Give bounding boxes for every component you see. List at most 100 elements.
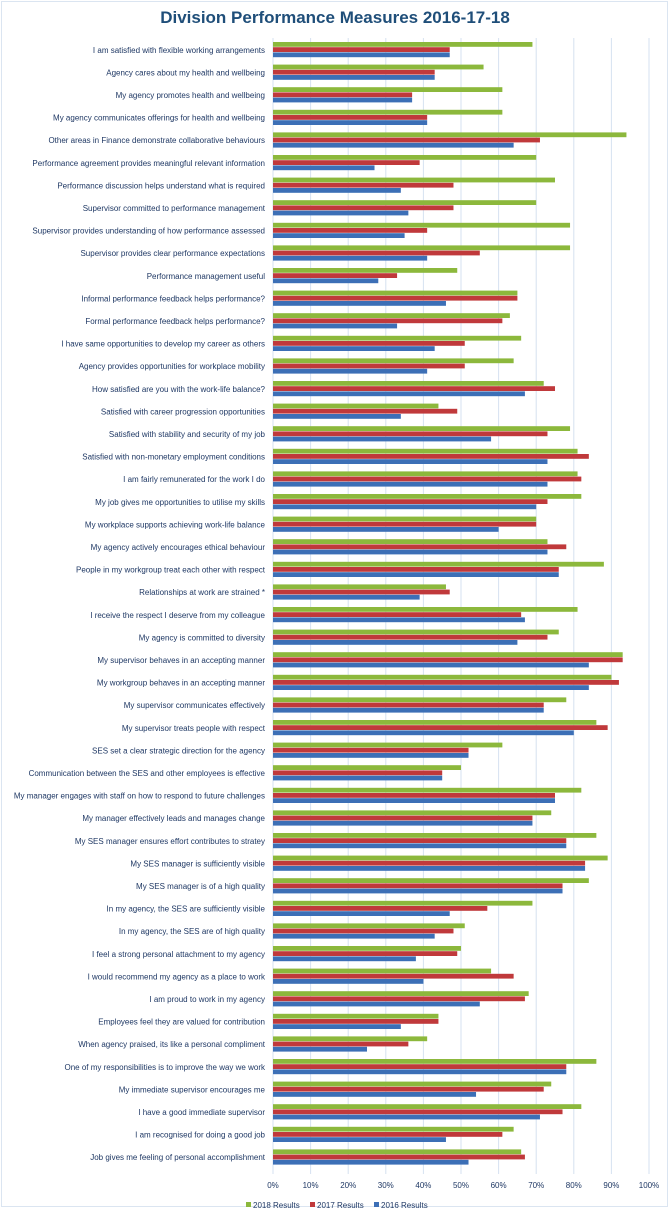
category-label: Performance discussion helps understand … (57, 181, 265, 190)
category-label: My agency communicates offerings for hea… (53, 114, 265, 123)
bar-2018-results (273, 516, 537, 522)
category-label: My workgroup behaves in an accepting man… (97, 679, 265, 688)
bar-2016-results (273, 504, 537, 510)
bar-2016-results (273, 843, 567, 849)
bar-2018-results (273, 403, 439, 409)
bar-2017-results (273, 747, 469, 753)
bar-2017-results (273, 973, 514, 979)
bar-2016-results (273, 188, 401, 193)
bar-2018-results (273, 313, 510, 318)
bar-2018-results (273, 946, 461, 951)
bar-2016-results (273, 888, 563, 894)
bar-2016-results (273, 436, 492, 442)
bar-2016-results (273, 594, 420, 600)
bar-2017-results (273, 363, 465, 369)
bar-2016-results (273, 210, 409, 216)
bar-2017-results (273, 341, 465, 346)
bar-2018-results (273, 787, 582, 793)
category-label: My supervisor treats people with respect (122, 724, 266, 733)
bar-2018-results (273, 155, 537, 160)
bar-2017-results (273, 702, 544, 708)
category-label: I receive the respect I deserve from my … (90, 611, 265, 620)
bar-2018-results (273, 720, 597, 725)
category-label: Communication between the SES and other … (29, 769, 266, 778)
bar-2018-results (273, 448, 578, 454)
category-label: Supervisor committed to performance mana… (83, 204, 266, 213)
bar-2016-results (273, 346, 435, 351)
legend-label: 2016 Results (381, 1201, 428, 1210)
bar-2016-results (273, 1001, 480, 1007)
bar-2016-results (273, 75, 435, 80)
bar-2016-results (273, 662, 589, 668)
category-label: Other areas in Finance demonstrate colla… (48, 136, 265, 145)
bar-2017-results (273, 137, 540, 143)
bar-2017-results (273, 205, 454, 211)
category-label: My SES manager is sufficiently visible (130, 859, 265, 868)
bar-2018-results (273, 878, 589, 883)
category-label: Satisfied with stability and security of… (109, 430, 266, 439)
bar-2016-results (273, 1114, 540, 1120)
bar-2016-results (273, 730, 574, 736)
category-label: How satisfied are you with the work-life… (92, 385, 266, 394)
bar-2016-results (273, 1069, 567, 1075)
category-label: Formal performance feedback helps perfor… (85, 317, 265, 326)
bar-2018-results (273, 1059, 597, 1064)
bar-2016-results (273, 1046, 367, 1052)
legend: 2018 Results 2017 Results 2016 Results (246, 1201, 428, 1210)
bar-2018-results (273, 674, 612, 680)
x-axis-ticks: 0% 10% 20% 30% 40% 50% 60% 70% 80% 90% 100% (267, 1181, 659, 1190)
category-label: I am recognised for doing a good job (135, 1131, 265, 1140)
bar-2016-results (273, 323, 398, 329)
bar-2018-results (273, 87, 503, 92)
category-label: My supervisor communicates effectively (124, 701, 265, 710)
category-label: My SES manager is of a high quality (136, 882, 265, 891)
bar-2017-results (273, 1132, 503, 1137)
bar-2018-results (273, 561, 604, 567)
bar-2017-results (273, 996, 525, 1002)
category-label: I am fairly remunerated for the work I d… (123, 475, 265, 484)
legend-label: 2018 Results (253, 1201, 300, 1210)
bar-2018-results (273, 742, 503, 748)
bar-2017-results (273, 1154, 525, 1160)
bar-2018-results (273, 855, 608, 861)
bar-2017-results (273, 680, 619, 685)
bar-2017-results (273, 295, 518, 301)
category-label: My agency promotes health and wellbeing (116, 91, 265, 100)
legend-label: 2017 Results (317, 1201, 364, 1210)
bar-2016-results (273, 866, 586, 871)
bar-2017-results (273, 92, 413, 98)
bar-2018-results (273, 471, 578, 477)
bar-2017-results (273, 544, 567, 550)
bar-2017-results (273, 47, 450, 52)
bar-2018-results (273, 177, 555, 183)
category-label: Satisfied with career progression opport… (101, 407, 265, 416)
bar-2018-results (273, 765, 461, 770)
bar-2017-results (273, 1064, 567, 1069)
x-tick-label: 80% (566, 1181, 582, 1190)
category-label: My agency actively encourages ethical be… (91, 543, 266, 552)
bar-2016-results (273, 527, 499, 532)
bar-2018-results (273, 132, 627, 138)
bar-2018-results (273, 833, 597, 838)
bar-2016-results (273, 820, 533, 826)
bar-2016-results (273, 142, 514, 148)
bar-2016-results (273, 255, 428, 261)
category-label: People in my workgroup treat each other … (76, 566, 266, 575)
bar-2018-results (273, 42, 533, 47)
bar-2016-results (273, 956, 416, 962)
category-label: Performance management useful (147, 272, 266, 281)
bar-2016-results (273, 481, 548, 487)
bar-2016-results (273, 798, 555, 803)
bar-2016-results (273, 1159, 469, 1165)
bar-2016-results (273, 572, 559, 577)
bar-2017-results (273, 657, 623, 663)
bar-2018-results (273, 1081, 552, 1087)
bar-2017-results (273, 431, 548, 437)
category-label: Satisfied with non-monetary employment c… (82, 453, 265, 462)
bar-2018-results (273, 494, 582, 499)
category-label: My supervisor behaves in an accepting ma… (97, 656, 265, 665)
bar-2016-results (273, 685, 589, 690)
bar-2017-results (273, 612, 522, 617)
bar-2017-results (273, 160, 420, 165)
